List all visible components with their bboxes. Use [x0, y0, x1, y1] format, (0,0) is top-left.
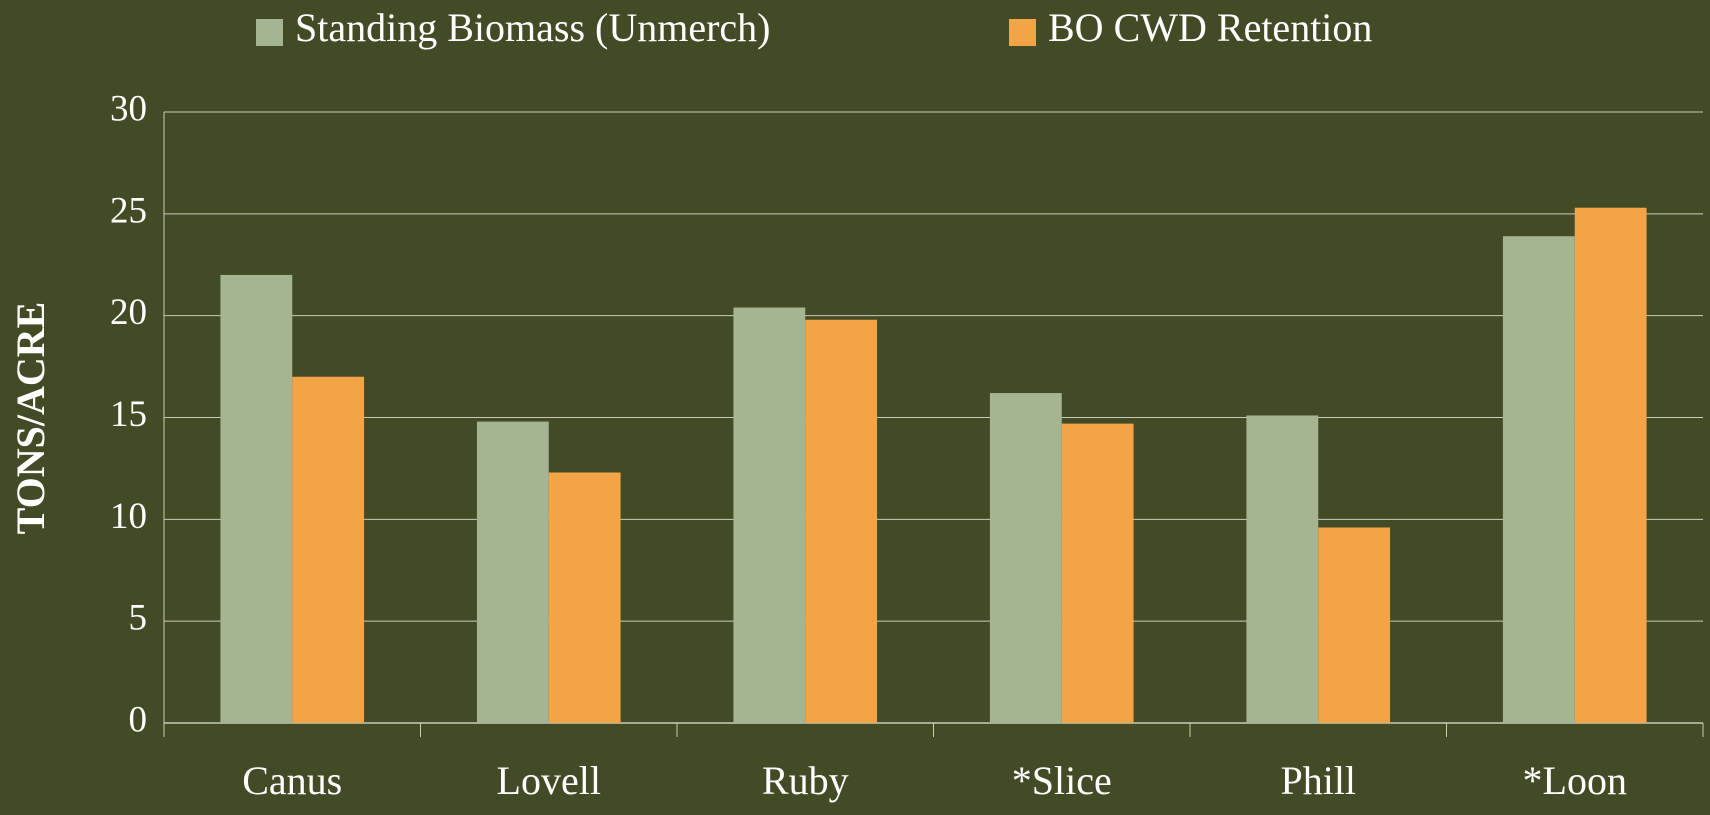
bar	[476, 421, 549, 723]
x-tick-label: *Loon	[1523, 758, 1627, 803]
legend-label: Standing Biomass (Unmerch)	[295, 5, 771, 50]
y-tick-label: 5	[129, 598, 148, 639]
bar	[1574, 207, 1647, 723]
bar	[989, 393, 1062, 723]
y-axis-label: TONS/ACRE	[8, 302, 53, 535]
x-tick-label: *Slice	[1012, 758, 1112, 803]
y-tick-label: 10	[110, 496, 147, 537]
x-tick-label: Ruby	[762, 758, 849, 803]
legend-label: BO CWD Retention	[1048, 5, 1372, 50]
x-tick-label: Canus	[242, 758, 342, 803]
y-tick-label: 0	[129, 699, 148, 740]
bar	[548, 472, 621, 723]
bar	[805, 319, 878, 723]
y-tick-label: 30	[110, 88, 147, 129]
x-tick-label: Phill	[1280, 758, 1356, 803]
legend-swatch	[256, 19, 283, 46]
x-tick-label: Lovell	[497, 758, 601, 803]
bar	[220, 274, 293, 723]
bar	[1061, 423, 1134, 723]
bar	[733, 307, 806, 723]
bar	[292, 376, 365, 723]
bar	[1318, 527, 1391, 723]
y-tick-label: 25	[110, 190, 147, 231]
y-tick-label: 20	[110, 292, 147, 333]
legend-swatch	[1009, 19, 1036, 46]
y-tick-label: 15	[110, 394, 147, 435]
bar	[1246, 415, 1319, 723]
bar	[1502, 236, 1575, 723]
